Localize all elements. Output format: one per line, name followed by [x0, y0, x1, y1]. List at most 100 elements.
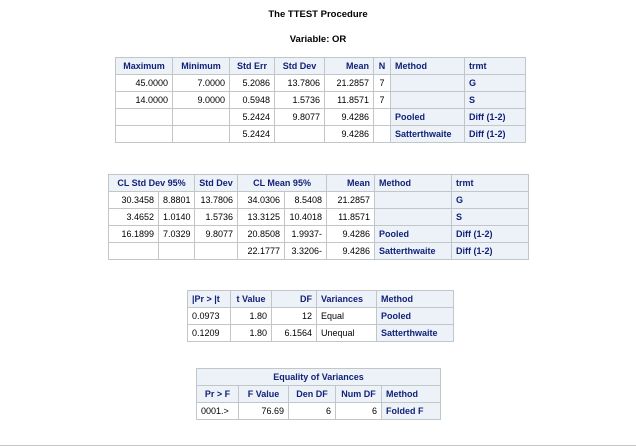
column-header: Method [380, 385, 442, 403]
table-cell: 1.5736 [274, 91, 325, 109]
table-caption: Equality of Variances [195, 368, 442, 386]
column-header: Method [390, 57, 465, 75]
table-cell: 16.1899 [108, 225, 159, 243]
table-cell [390, 91, 465, 109]
column-header: Maximum [115, 57, 173, 75]
table-cell [157, 242, 196, 260]
table-cell: 9.8077 [274, 108, 325, 126]
table-row: 22.1777 3.3206- 9.4286 Satterthwaite Dif… [108, 242, 530, 260]
table-cell: Satterthwaite [374, 242, 453, 260]
column-header: Minimum [172, 57, 230, 75]
table-cell: 3.4652 [108, 208, 159, 226]
table-header-row: Maximum Minimum Std Err Std Dev Mean N M… [115, 57, 526, 75]
table-cell: S [451, 208, 530, 226]
column-header: |Pr > |t [187, 290, 231, 308]
table-cell: Pooled [390, 108, 465, 126]
table-row: 45.0000 7.0000 5.2086 13.7806 21.2857 7 … [115, 74, 526, 92]
table-cell [194, 242, 239, 260]
table-cell: 22.1777 [237, 242, 286, 260]
table-cell [374, 208, 453, 226]
table-cell: 9.4286 [326, 242, 376, 260]
table-cell: 7 [373, 74, 391, 92]
table-cell [172, 125, 230, 143]
confidence-limits-table: CL Std Dev 95% Std Dev CL Mean 95% Mean … [107, 174, 530, 260]
table-cell: 76.69 [238, 402, 289, 420]
table-cell: 5.2424 [229, 108, 275, 126]
column-header: DF [271, 290, 317, 308]
column-header: t Value [230, 290, 272, 308]
table-cell [373, 108, 391, 126]
column-header: Std Err [229, 57, 275, 75]
table-row: 0.0973 1.80 12 Equal Pooled [187, 307, 454, 325]
table-cell [374, 191, 453, 209]
table-cell: 0.1209 [187, 324, 231, 342]
table-row: 5.2424 9.4286 Satterthwaite Diff (1-2) [115, 125, 526, 143]
table-cell: 1.5736 [194, 208, 239, 226]
table-cell: 14.0000 [115, 91, 173, 109]
column-header: Std Dev [194, 174, 239, 192]
table-cell: 9.8077 [194, 225, 239, 243]
table-cell: 9.0000 [172, 91, 230, 109]
table-row: 0001.> 76.69 6 6 Folded F [196, 402, 442, 420]
table-cell: 1.9937- [284, 225, 328, 243]
column-header: Den DF [288, 385, 336, 403]
table-header-row: Pr > F F Value Den DF Num DF Method [196, 385, 442, 403]
column-header: Num DF [335, 385, 382, 403]
table-cell [172, 108, 230, 126]
table-cell: 11.8571 [326, 208, 376, 226]
table-cell: 9.4286 [324, 125, 374, 143]
table-cell: 13.7806 [274, 74, 325, 92]
table-cell: 1.80 [230, 307, 272, 325]
table-cell [115, 108, 173, 126]
table-header-row: CL Std Dev 95% Std Dev CL Mean 95% Mean … [107, 174, 530, 192]
table-row: 14.0000 9.0000 0.5948 1.5736 11.8571 7 S [115, 91, 526, 109]
column-header: trmt [451, 174, 530, 192]
column-header: Method [374, 174, 453, 192]
table-row: 5.2424 9.8077 9.4286 Pooled Diff (1-2) [115, 108, 526, 126]
column-header: Variances [316, 290, 377, 308]
table-cell: 7.0329 [157, 225, 196, 243]
table-row: 0.1209 1.80 6.1564 Unequal Satterthwaite [187, 324, 454, 342]
table-cell: Diff (1-2) [464, 108, 526, 126]
table-cell: Unequal [316, 324, 377, 342]
table-cell: Diff (1-2) [451, 225, 530, 243]
table-cell: 5.2086 [229, 74, 275, 92]
table-cell: G [464, 74, 526, 92]
divider [0, 445, 636, 446]
table-cell: 20.8508 [237, 225, 286, 243]
table-cell: Folded F [380, 402, 442, 420]
table-cell: 1.80 [230, 324, 272, 342]
column-header: Std Dev [274, 57, 325, 75]
t-tests-table: |Pr > |t t Value DF Variances Method 0.0… [187, 290, 454, 342]
table-cell: 30.3458 [108, 191, 159, 209]
column-header: Mean [326, 174, 376, 192]
table-cell [390, 74, 465, 92]
table-cell: 8.5408 [284, 191, 328, 209]
table-cell: 0001.> [196, 402, 239, 420]
column-header: CL Std Dev 95% [107, 174, 196, 192]
table-cell: 45.0000 [115, 74, 173, 92]
column-header: Method [376, 290, 454, 308]
table-cell: 0.5948 [229, 91, 275, 109]
table-cell: 8.8801 [157, 191, 196, 209]
column-header: Pr > F [196, 385, 239, 403]
table-cell: 6.1564 [271, 324, 317, 342]
table-cell: 13.3125 [237, 208, 286, 226]
procedure-title: The TTEST Procedure [268, 9, 368, 20]
table-cell: 0.0973 [187, 307, 231, 325]
table-cell: Pooled [376, 307, 454, 325]
column-header: trmt [464, 57, 526, 75]
table-row: 3.4652 1.0140 1.5736 13.3125 10.4018 11.… [108, 208, 530, 226]
table-cell: 3.3206- [284, 242, 328, 260]
table-cell: S [464, 91, 526, 109]
table-caption-row: Equality of Variances [195, 368, 442, 386]
column-header: Mean [324, 57, 374, 75]
table-cell: 13.7806 [194, 191, 239, 209]
table-cell: Satterthwaite [376, 324, 454, 342]
column-header: N [373, 57, 391, 75]
column-header: F Value [238, 385, 289, 403]
table-cell: Diff (1-2) [464, 125, 526, 143]
table-cell [373, 125, 391, 143]
table-cell: 21.2857 [324, 74, 374, 92]
table-cell: 12 [271, 307, 317, 325]
